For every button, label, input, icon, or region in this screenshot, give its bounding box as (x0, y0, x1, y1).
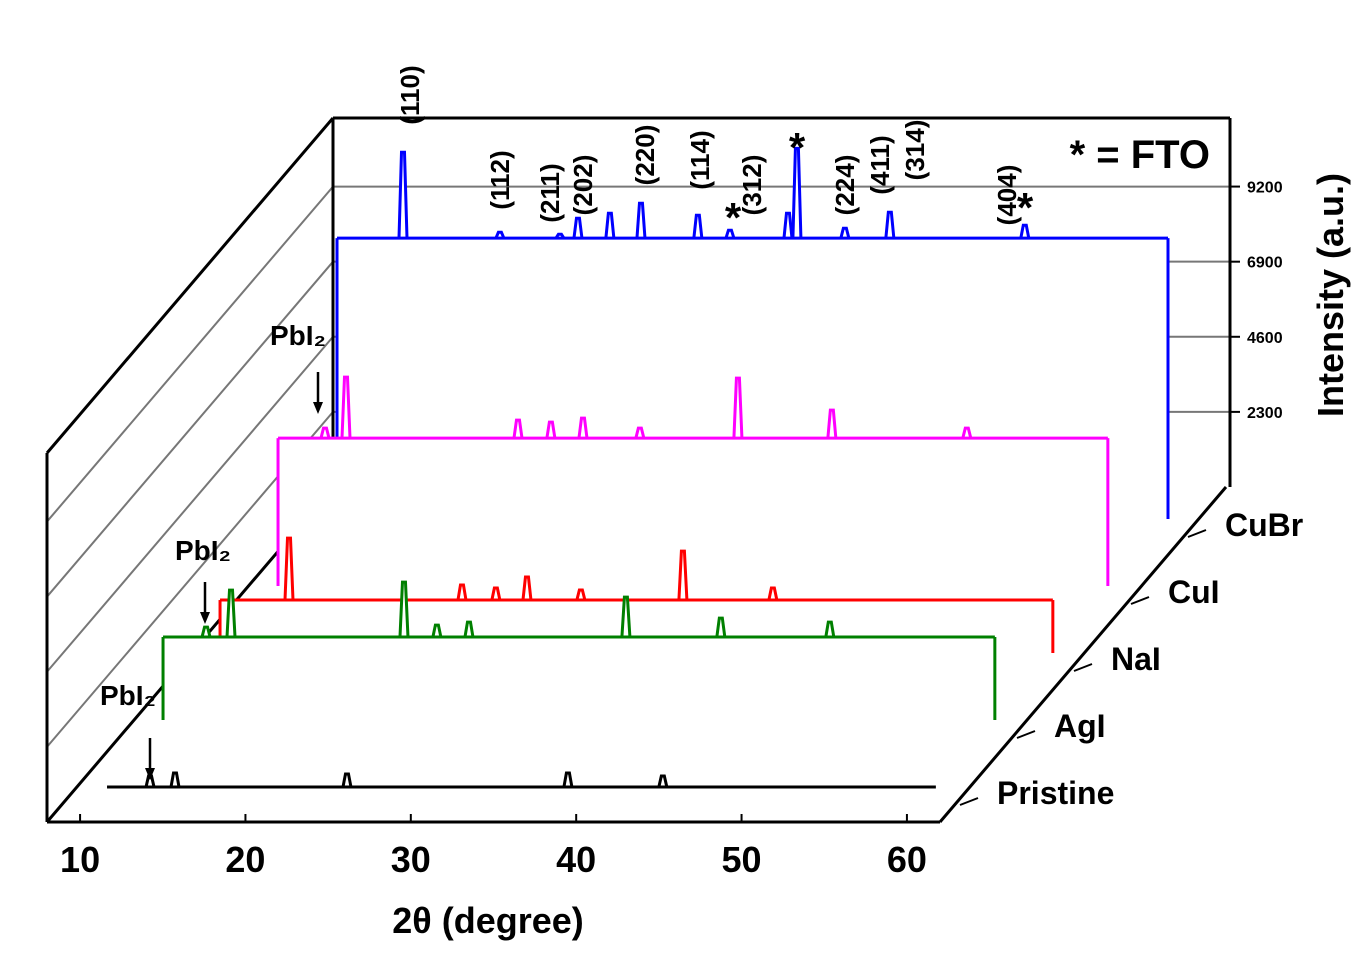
x-tick-label: 60 (887, 839, 927, 880)
peak (490, 586, 502, 601)
pbi2-label: PbI₂ (270, 320, 326, 351)
pbi2-label: PbI₂ (175, 535, 231, 566)
depth-tick (1073, 663, 1093, 672)
peak-label: (114) (685, 130, 715, 189)
peak (521, 575, 533, 601)
peak (545, 420, 557, 439)
series-curtain (278, 377, 1108, 586)
peak (724, 228, 736, 239)
peak-label: (202) (568, 155, 598, 216)
series-curtain (163, 582, 995, 720)
peak (577, 416, 589, 439)
peak (340, 375, 352, 439)
peak (283, 536, 295, 601)
x-tick-label: 50 (722, 839, 762, 880)
series-curtain (337, 148, 1168, 520)
peak-label: (220) (630, 125, 660, 186)
series-label: CuI (1168, 574, 1220, 610)
peak (562, 771, 574, 788)
peak-label: (411) (865, 135, 895, 194)
arrow-head (313, 402, 323, 414)
x-tick-label: 40 (556, 839, 596, 880)
x-tick-label: 10 (60, 839, 100, 880)
fto-note: * = FTO (1070, 133, 1210, 177)
peak-label: (224) (830, 155, 860, 216)
x-axis-label: 2θ (degree) (392, 900, 584, 941)
peak (791, 146, 803, 239)
peak (826, 408, 838, 439)
fto-mark: * (789, 124, 806, 171)
peak-label: (112) (485, 150, 515, 209)
x-tick-label: 30 (391, 839, 431, 880)
y-tick-label: 4600 (1247, 330, 1283, 347)
pbi2-label: PbI₂ (100, 680, 156, 711)
peak (961, 426, 973, 439)
depth-tick (1187, 529, 1207, 538)
peak (732, 376, 744, 439)
series-label: CuBr (1225, 507, 1303, 543)
series-curtain (220, 538, 1053, 653)
peak-label: (404) (992, 165, 1022, 226)
peak (398, 580, 410, 638)
peak (634, 426, 646, 439)
peak (575, 588, 587, 601)
peak (1019, 223, 1031, 239)
arrow-head (200, 612, 210, 624)
peak-label: (110) (395, 65, 425, 124)
y-axis-label: Intensity (a.u.) (1310, 173, 1351, 417)
peak (341, 772, 353, 788)
y-tick-label: 2300 (1247, 405, 1283, 422)
series-label: Pristine (997, 775, 1114, 811)
peak (456, 583, 468, 601)
depth-tick (959, 797, 979, 806)
y-tick-label: 9200 (1247, 180, 1283, 197)
peak (572, 216, 584, 239)
series-label: AgI (1054, 708, 1106, 744)
peak (200, 625, 212, 638)
peak (319, 426, 331, 439)
peak (494, 230, 506, 239)
peak (657, 774, 669, 788)
series-label: NaI (1111, 641, 1161, 677)
fto-mark: * (1017, 184, 1034, 231)
arrow-head (145, 768, 155, 780)
peak (715, 616, 727, 638)
peak-label: (211) (535, 163, 565, 222)
depth-tick (1016, 730, 1036, 739)
peak-label: (314) (900, 120, 930, 181)
peak (824, 620, 836, 638)
peak (677, 549, 689, 601)
x-tick-label: 20 (225, 839, 265, 880)
peak (554, 232, 566, 239)
peak (604, 211, 616, 239)
peak (512, 418, 524, 439)
series-curtain (107, 773, 936, 787)
peak (782, 211, 794, 239)
peak (431, 623, 443, 638)
peak (620, 595, 632, 638)
depth-tick (1130, 596, 1150, 605)
peak (397, 150, 409, 239)
axis-line (45, 117, 335, 454)
peak-label: (312) (737, 155, 767, 216)
y-tick-label: 6900 (1247, 255, 1283, 272)
peak (225, 588, 237, 638)
peak (692, 213, 704, 239)
peak (635, 201, 647, 239)
peak (169, 771, 181, 788)
fto-mark: * (725, 194, 742, 241)
axis-line (938, 486, 1228, 823)
peak (767, 586, 779, 601)
peak (839, 226, 851, 239)
peak (884, 210, 896, 239)
peak (463, 620, 475, 638)
